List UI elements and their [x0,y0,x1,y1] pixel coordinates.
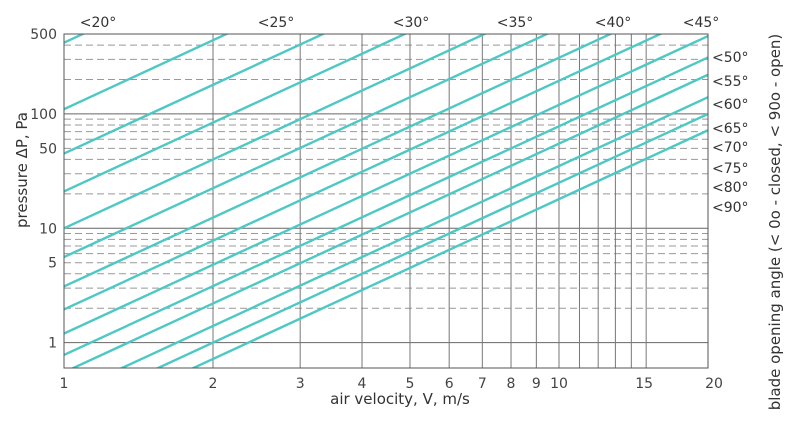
x-tick-label: 20 [705,376,723,392]
series-line [155,112,708,368]
series-line [64,34,408,193]
right-angle-label: <70° [712,140,749,156]
series-line [64,34,550,259]
right-angle-label: <65° [712,121,749,137]
y-tick-label: 50 [39,141,57,157]
right-angle-label: <75° [712,161,749,177]
top-angle-label: <30° [393,15,430,31]
angle-curves [64,34,708,368]
vertical-gridlines [212,34,709,368]
top-angle-labels: <20° <25° <30° <35° <40° <45° [80,15,720,31]
x-tick-label: 2 [209,376,218,392]
top-angle-label: <40° [595,15,632,31]
x-tick-label: 3 [296,376,305,392]
series-line [64,34,664,311]
top-angle-label: <25° [258,15,295,31]
right-angle-label: <90° [712,200,749,216]
x-tick-label: 9 [532,376,541,392]
top-angle-label: <45° [683,15,720,31]
series-line [64,56,708,357]
right-axis-label: blade opening angle (< 0o - closed, < 90… [766,34,784,411]
horizontal-gridlines [64,44,708,344]
top-angle-label: <35° [497,15,534,31]
x-tick-labels: 1 2 3 4 5 6 7 8 9 10 15 20 [60,376,723,392]
y-tick-label: 1 [48,336,57,352]
right-angle-label: <60° [712,97,749,113]
right-angle-label: <55° [712,74,749,90]
right-angle-label: <50° [712,50,749,66]
x-axis-label: air velocity, V, m/s [330,390,470,408]
y-tick-labels: 1 5 10 50 100 500 [30,27,57,352]
y-tick-label: 500 [30,27,57,43]
right-angle-label: <80° [712,180,749,196]
right-angle-labels: <50° <55° <60° <65° <70° <75° <80° <90° [712,50,749,216]
series-line [190,129,708,368]
x-tick-label: 15 [635,376,653,392]
y-tick-label: 5 [48,256,57,272]
x-tick-label: 8 [507,376,516,392]
x-tick-label: 10 [550,376,568,392]
y-tick-label: 100 [30,107,57,123]
series-line [70,73,708,368]
series-line [64,34,326,155]
series-line [119,96,708,368]
x-tick-label: 7 [478,376,487,392]
x-tick-label: 1 [60,376,69,392]
series-line [64,34,86,44]
x-tick-label: 6 [445,376,454,392]
series-line [64,34,614,288]
x-tick-label: 4 [358,376,367,392]
series-line [64,34,488,230]
y-axis-label: pressure ΔP, Pa [13,112,31,228]
x-tick-label: 5 [406,376,415,392]
y-tick-label: 10 [39,221,57,237]
top-angle-label: <20° [80,15,117,31]
series-line [64,34,230,111]
plot-frame [63,33,709,369]
series-line [64,34,708,335]
